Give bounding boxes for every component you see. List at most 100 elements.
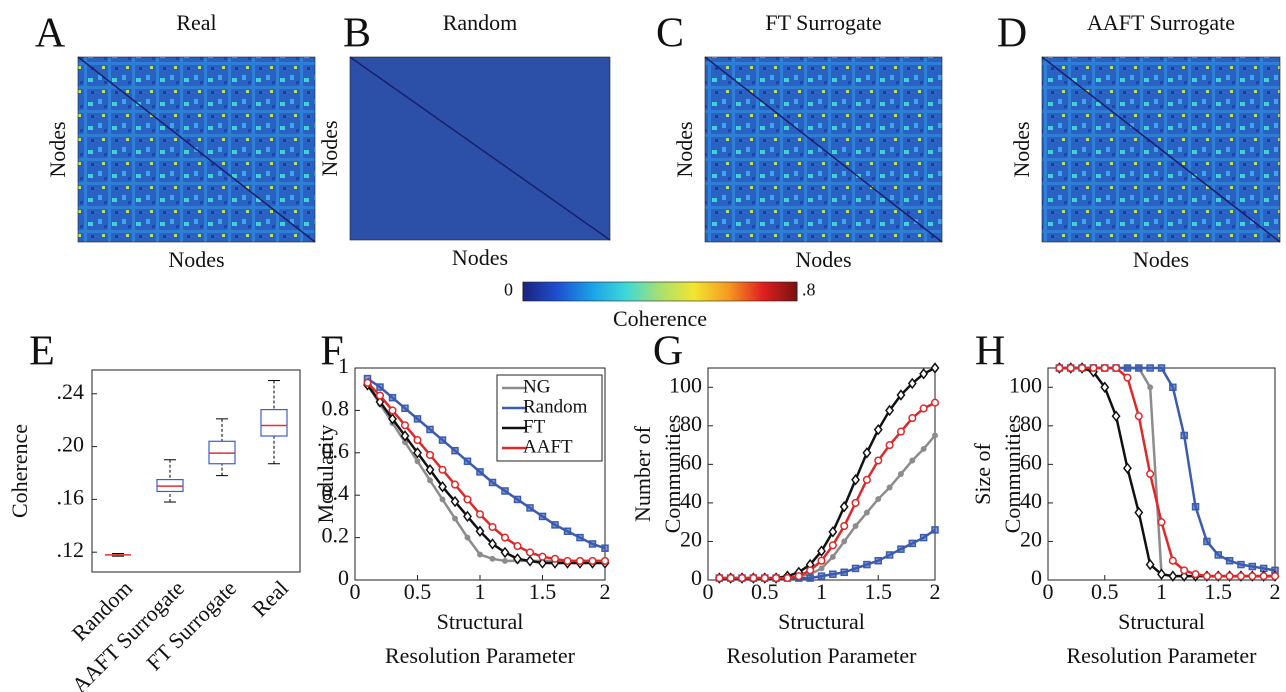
marker [1112,363,1121,373]
marker [525,555,535,567]
marker [513,542,522,551]
y-axis-label: Nodes [317,120,342,176]
marker [463,495,472,504]
marker [489,555,496,562]
marker [477,551,483,558]
marker [862,447,872,459]
marker [588,556,597,565]
diagonal [704,56,943,243]
panel-letter: A [35,11,66,57]
legend-box [496,374,603,462]
marker [1100,381,1110,393]
marker [575,556,585,565]
marker [1270,572,1280,581]
marker [488,538,497,550]
marker [1202,572,1211,581]
chart-title: FT Surrogate [765,10,881,35]
marker [388,393,397,402]
marker [1248,572,1257,581]
series-line [719,434,936,580]
marker [829,570,837,578]
marker [886,484,893,491]
marker [425,464,435,476]
marker [538,557,547,569]
marker [726,574,735,583]
marker [576,533,584,542]
axis-label: Structural [1118,609,1205,634]
marker [1214,551,1222,559]
marker [829,553,836,560]
panel-letter: G [653,329,683,375]
marker [1180,566,1189,575]
marker [1203,537,1211,546]
panel-letter: C [656,11,684,57]
marker [600,556,610,565]
marker [817,545,826,557]
marker [1168,570,1178,582]
marker [1122,462,1132,474]
marker [1146,364,1154,372]
marker [427,477,433,484]
marker [438,480,447,493]
marker [817,556,826,565]
marker [388,406,397,415]
x-tick-label: 0 [350,579,361,604]
marker [513,495,522,504]
x-tick-label: 2 [930,579,941,604]
marker [1145,558,1155,571]
x-tick-label: 0.5 [1091,579,1119,604]
marker [1168,556,1177,565]
axis-label: Number of [630,425,655,522]
marker [475,525,485,537]
axes [1047,367,1276,581]
marker [1191,570,1200,579]
marker [783,574,792,583]
marker [401,404,409,413]
marker [538,552,547,561]
y-tick-label: .20 [57,432,85,457]
axis-label: Resolution Parameter [385,643,576,668]
y-tick-label: .12 [57,537,85,562]
marker [896,427,906,436]
x-tick-label: 0.5 [404,579,432,604]
panel-letter: F [320,329,343,375]
y-tick-label: 80 [680,411,702,436]
axes [91,369,301,573]
marker [817,572,826,580]
legend-label: NG [523,376,551,397]
marker [897,545,905,553]
marker [475,510,485,519]
marker [463,457,472,466]
axis-label: Structural [778,609,865,634]
x-tick-label: 1.5 [865,579,893,604]
axis-label: Communities [1000,415,1025,534]
x-tick-label: 0 [703,579,714,604]
tick-label: .8 [802,280,816,300]
tick-label: 0 [504,280,513,300]
colorbar [522,281,798,302]
marker [760,574,769,583]
marker [1147,384,1154,391]
marker [851,474,861,486]
diagonal [1041,56,1281,243]
marker [413,415,422,423]
y-tick-label: 20 [680,527,702,552]
marker [930,362,940,374]
marker [1259,572,1268,581]
marker [839,501,849,513]
axis-label: Modularity [313,425,338,524]
marker [413,436,422,445]
marker [1180,431,1188,440]
marker [841,538,848,545]
marker [1055,363,1064,373]
marker [1089,363,1098,373]
marker [862,475,871,484]
marker [851,564,860,573]
marker [452,515,458,522]
marker [828,526,838,538]
marker [426,425,434,434]
x-tick-label: 1.5 [1205,579,1233,604]
marker [840,521,849,531]
marker [1236,572,1245,581]
x-tick-label: 1.5 [529,579,557,604]
